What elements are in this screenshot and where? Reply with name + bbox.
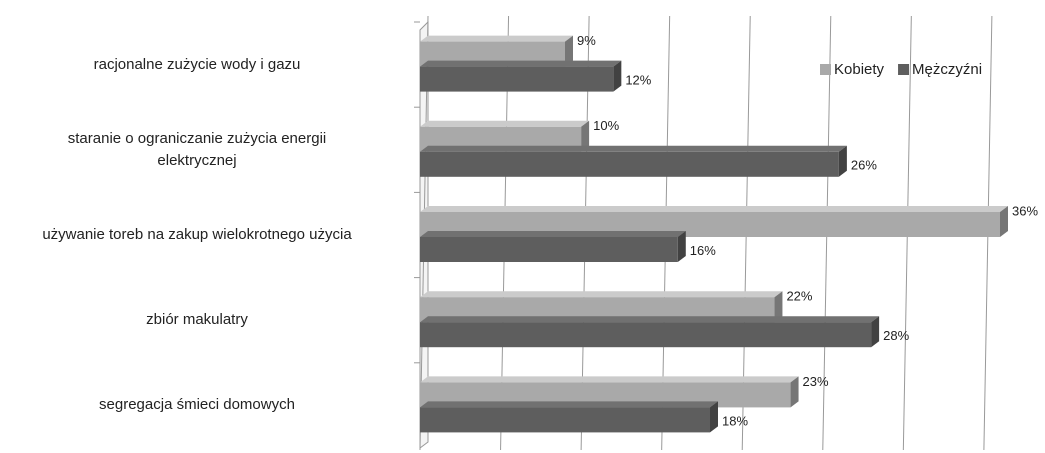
value-label: 22% [786,289,812,304]
category-label: segregacja śmieci domowych [99,396,295,414]
bar [420,35,573,67]
bar-side [871,316,880,348]
bar-side [774,291,783,323]
bar-top [420,206,1008,212]
bar-top [420,291,783,298]
bar [420,401,718,433]
bar-front [420,66,614,92]
legend-label: Kobiety [834,61,885,78]
legend-swatch [820,64,831,75]
bar [420,145,847,177]
bar-front [420,151,839,177]
category-label: używanie toreb na zakup wielokrotnego uż… [42,226,352,243]
category-label: zbiór makulatry [146,311,248,329]
category-label: staranie o ograniczanie zużycia energii … [67,129,327,169]
bar-side [790,376,799,408]
bar-top [420,145,847,152]
bar-top [420,120,590,127]
bar-top [420,60,622,67]
category-label: racjonalne zużycie wody i gazu [93,55,301,73]
bar-side [710,401,718,433]
bar-side [838,145,847,177]
value-label: 12% [625,73,651,88]
bar-side [613,60,622,92]
value-label: 23% [803,374,829,389]
bar-side [565,35,573,67]
legend-swatch [898,64,910,75]
bar [420,316,880,348]
legend-label: Mężczyźni [912,61,982,78]
bar-top [420,376,799,383]
bar-top [420,316,880,323]
bar-top [420,35,573,42]
value-label: 26% [851,158,877,173]
value-label: 28% [883,328,909,343]
bar-side [581,120,590,152]
bar-top [420,401,718,408]
bar [420,60,622,92]
bar-front [420,322,872,348]
bar-front [420,407,710,433]
value-label: 10% [593,118,619,133]
bar [420,206,1008,237]
bar [420,231,686,262]
value-label: 9% [577,33,596,48]
value-label: 36% [1012,203,1038,218]
bar-top [420,231,686,237]
bar-side [677,231,686,262]
bar-side [1000,206,1008,237]
value-label: 16% [690,243,716,258]
value-label: 18% [722,413,748,428]
bar-front [420,237,678,262]
